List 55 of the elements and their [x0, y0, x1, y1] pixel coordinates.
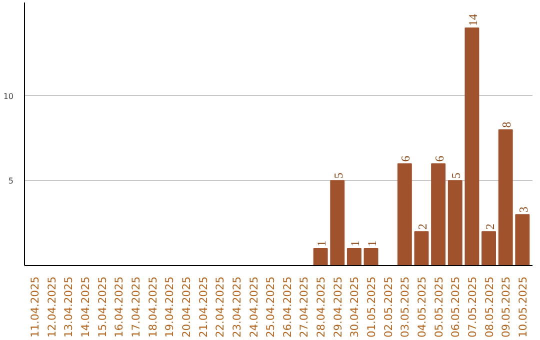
data-label: 1: [348, 240, 362, 247]
bar: [515, 214, 530, 266]
x-tick-label: 26.04.2025: [280, 276, 294, 338]
data-label: 5: [449, 172, 464, 179]
x-tick-label: 21.04.2025: [196, 276, 210, 338]
bar: [364, 248, 378, 266]
x-tick-label: 27.04.2025: [298, 276, 311, 338]
x-tick-label: 28.04.2025: [314, 276, 328, 338]
bar: [397, 163, 412, 266]
x-tick-label: 12.04.2025: [45, 276, 58, 338]
x-tick-label: 29.04.2025: [331, 276, 344, 338]
x-tick-label: 01.05.2025: [365, 276, 378, 338]
x-tick-label: 17.04.2025: [130, 276, 143, 338]
bar: [464, 27, 480, 266]
x-tick-label: 20.04.2025: [180, 276, 193, 338]
bar: [346, 248, 362, 266]
x-tick-label: 06.05.2025: [449, 276, 462, 338]
x-tick-label: 09.05.2025: [500, 276, 513, 338]
x-tick-label: 13.04.2025: [62, 276, 76, 338]
bar: [330, 180, 345, 266]
data-label: 2: [482, 224, 497, 230]
data-label: 2: [415, 224, 430, 230]
x-tick-label: 14.04.2025: [79, 276, 92, 338]
x-tick-label: 19.04.2025: [163, 276, 176, 338]
bar: [498, 129, 513, 266]
bar: [414, 231, 429, 266]
x-tick-label: 22.04.2025: [214, 276, 227, 338]
x-tick-label: 10.05.2025: [516, 276, 530, 338]
x-tick-label: 07.05.2025: [466, 276, 479, 338]
data-label: 5: [331, 172, 346, 179]
data-label: 6: [398, 156, 413, 162]
x-tick-label: 18.04.2025: [146, 276, 160, 338]
bar: [448, 180, 462, 266]
x-tick-label: 11.04.2025: [28, 276, 42, 338]
data-label: 1: [365, 240, 380, 247]
x-tick-label: 02.05.2025: [382, 276, 395, 338]
data-label: 6: [432, 156, 446, 162]
x-tick-label: 30.04.2025: [348, 276, 362, 338]
x-tick-label: 25.04.2025: [264, 276, 278, 338]
data-label: 3: [516, 206, 530, 213]
x-tick-label: 15.04.2025: [96, 276, 109, 338]
data-label: 14: [466, 14, 480, 26]
x-tick-label: 08.05.2025: [482, 276, 496, 338]
x-tick-label: 05.05.2025: [432, 276, 446, 338]
bar: [482, 231, 496, 266]
x-tick-label: 03.05.2025: [398, 276, 412, 338]
y-tick-label: 10: [3, 92, 14, 101]
bar: [431, 163, 446, 266]
x-tick-label: 24.04.2025: [247, 276, 260, 338]
x-tick-label: 16.04.2025: [112, 276, 126, 338]
data-label: 1: [314, 240, 329, 247]
bar: [313, 248, 328, 266]
x-tick-label: 04.05.2025: [415, 276, 428, 338]
data-label: 8: [500, 122, 514, 128]
x-tick-label: 23.04.2025: [230, 276, 244, 338]
